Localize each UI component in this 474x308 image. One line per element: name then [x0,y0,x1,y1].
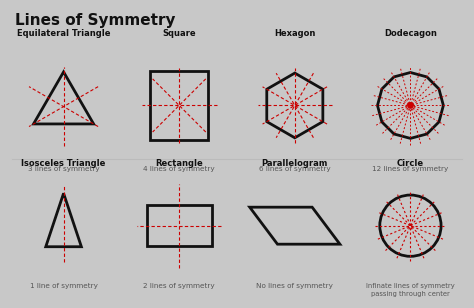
Text: Hexagon: Hexagon [274,29,316,38]
Text: Dodecagon: Dodecagon [384,29,437,38]
Text: Lines of Symmetry: Lines of Symmetry [15,13,175,28]
Text: Circle: Circle [397,159,424,168]
Text: 1 line of symmetry: 1 line of symmetry [30,283,98,290]
Text: 4 lines of symmetry: 4 lines of symmetry [143,166,215,172]
Text: Infinate lines of symmetry
passing through center: Infinate lines of symmetry passing throu… [366,283,455,298]
Text: 3 lines of symmetry: 3 lines of symmetry [28,166,100,172]
Text: Isosceles Triangle: Isosceles Triangle [21,159,106,168]
Text: Equilateral Triangle: Equilateral Triangle [17,29,110,38]
Text: 12 lines of symmetry: 12 lines of symmetry [372,166,448,172]
Text: 2 lines of symmetry: 2 lines of symmetry [143,283,215,290]
Text: No lines of symmetry: No lines of symmetry [256,283,333,290]
Text: Rectangle: Rectangle [155,159,203,168]
Text: Parallelogram: Parallelogram [262,159,328,168]
Text: 6 lines of symmetry: 6 lines of symmetry [259,166,331,172]
Text: Square: Square [163,29,196,38]
